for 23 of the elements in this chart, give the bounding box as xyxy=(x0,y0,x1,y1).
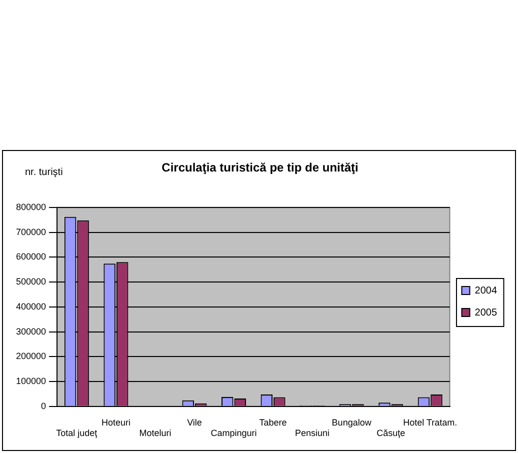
y-tick-label: 600000 xyxy=(16,252,46,262)
chart-title: Circulaţia turistică pe tip de unităţi xyxy=(162,160,358,175)
y-tick-label: 700000 xyxy=(16,226,46,237)
x-tick-label: Tabere xyxy=(259,417,287,428)
y-tick-label: 100000 xyxy=(16,376,46,386)
x-tick-label: Pensiuni xyxy=(295,428,330,438)
y-tick-label: 0 xyxy=(41,400,46,411)
y-tick-label: 400000 xyxy=(16,301,46,312)
x-tick-label: Total judeţ xyxy=(56,428,98,438)
x-tick-label: Campinguri xyxy=(210,428,257,438)
legend-label: 2004 xyxy=(474,285,498,296)
x-tick-label: Moteluri xyxy=(139,428,172,438)
y-tick-label: 300000 xyxy=(16,326,46,336)
y-tick-label: 500000 xyxy=(16,276,46,287)
x-tick-label: Vile xyxy=(187,417,202,428)
y-tick-label: 200000 xyxy=(16,351,46,362)
x-tick-label: Hoteuri xyxy=(101,417,130,428)
x-tick-label: Bungalow xyxy=(332,417,372,428)
y-axis-title: nr. turişti xyxy=(25,166,63,178)
y-tick-label: 800000 xyxy=(16,202,46,212)
legend-label: 2005 xyxy=(474,307,498,318)
x-tick-label: Hotel Tratam. xyxy=(403,417,458,428)
x-tick-label: Căsuţe xyxy=(376,428,406,438)
